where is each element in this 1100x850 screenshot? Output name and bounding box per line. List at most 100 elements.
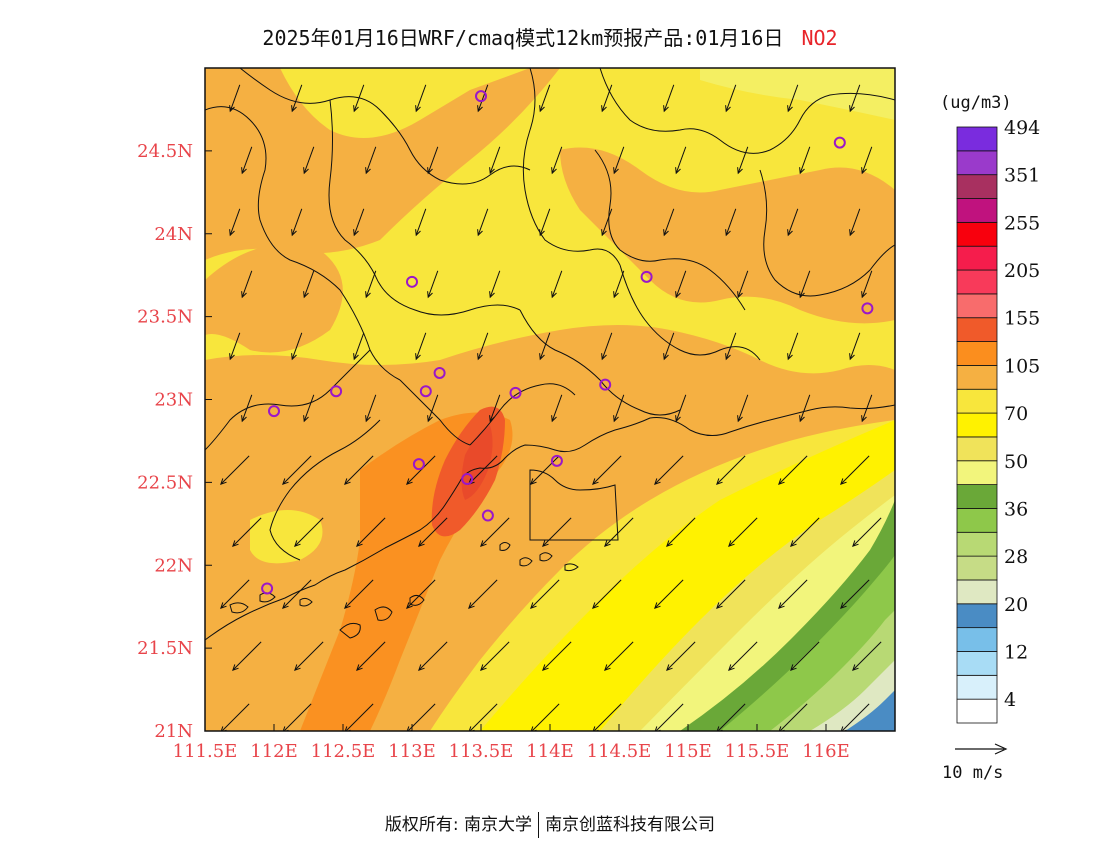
- wind-arrow-head: [861, 291, 867, 299]
- wind-arrow-head: [282, 478, 289, 485]
- wind-arrow-head: [787, 229, 793, 237]
- wind-arrow-head: [291, 105, 297, 113]
- wind-arrow-head: [539, 353, 545, 361]
- colorbar-label: 494: [1004, 117, 1040, 139]
- wind-arrow-head: [861, 167, 867, 175]
- y-tick-label: 23N: [154, 390, 193, 411]
- wind-arrow-head: [480, 540, 487, 547]
- wind-arrow: [737, 146, 749, 174]
- colorbar-swatch: [956, 293, 998, 319]
- wind-arrow-head: [737, 415, 743, 423]
- wind-arrow-head: [790, 540, 797, 547]
- wind-arrow-head: [220, 478, 227, 485]
- y-tick-label: 21.5N: [137, 638, 193, 659]
- wind-arrow-head: [716, 602, 723, 609]
- wind-arrow-head: [365, 415, 371, 423]
- wind-arrow-head: [663, 229, 669, 237]
- wind-arrow: [477, 84, 489, 112]
- wind-arrow: [778, 579, 808, 609]
- wind-arrow-head: [229, 229, 235, 237]
- wind-arrow: [480, 517, 510, 547]
- colorbar-swatch: [956, 651, 998, 676]
- wind-arrow-head: [353, 229, 359, 237]
- wind-arrow: [427, 270, 439, 298]
- wind-arrow: [790, 641, 820, 671]
- wind-arrow-head: [241, 167, 247, 175]
- wind-arrow: [229, 208, 241, 236]
- station-marker: [481, 509, 494, 522]
- wind-arrow: [675, 146, 687, 174]
- colorbar-swatch: [956, 388, 998, 414]
- wind-arrow-head: [303, 167, 309, 175]
- wind-arrow-head: [799, 415, 805, 423]
- colorbar: 4 12 20 28 36 50 70 105 155 205 255 351 494: [956, 117, 1040, 724]
- wind-arrow-head: [728, 540, 735, 547]
- station-marker: [268, 405, 280, 418]
- station-marker: [412, 458, 425, 471]
- wind-arrow: [849, 208, 861, 236]
- wind-arrow: [291, 84, 303, 112]
- colorbar-swatch: [956, 555, 998, 581]
- wind-arrow: [353, 208, 365, 236]
- wind-arrow: [799, 146, 811, 174]
- colorbar-swatch: [956, 412, 998, 438]
- wind-arrow-head: [220, 602, 227, 609]
- wind-arrow-head: [303, 415, 309, 423]
- wind-arrow-head: [778, 602, 785, 609]
- wind-arrow: [849, 332, 861, 360]
- wind-arrow: [787, 208, 799, 236]
- wind-arrow-head: [849, 105, 855, 113]
- wind-arrow-head: [241, 415, 247, 423]
- wind-arrow-head: [418, 540, 425, 547]
- wind-arrow-head: [530, 478, 537, 485]
- wind-arrow: [241, 146, 253, 174]
- wind-arrow-head: [291, 229, 297, 237]
- wind-arrow-head: [353, 353, 359, 361]
- wind-arrow: [469, 703, 498, 731]
- wind-arrow: [592, 455, 622, 485]
- wind-arrow-head: [849, 229, 855, 237]
- wind-arrow-head: [663, 105, 669, 113]
- wind-arrow: [601, 84, 613, 112]
- wind-arrow: [852, 517, 882, 547]
- wind-arrow: [592, 579, 622, 609]
- wind-arrow-head: [737, 291, 743, 299]
- wind-arrow-head: [790, 664, 797, 671]
- wind-arrow: [551, 146, 563, 174]
- wind-arrow-head: [604, 664, 611, 671]
- wind-arrow-head: [539, 229, 545, 237]
- x-tick-label: 114.5E: [587, 741, 652, 762]
- wind-arrow: [344, 579, 374, 609]
- colorbar-label: 4: [1004, 689, 1016, 711]
- wind-arrow-head: [675, 167, 681, 175]
- colorbar-swatch: [956, 674, 998, 700]
- wind-arrow-head: [654, 478, 661, 485]
- wind-arrow-head: [489, 291, 495, 299]
- wind-arrow-head: [356, 540, 363, 547]
- pollutant-label: NO2: [801, 26, 838, 50]
- colorbar-label: 205: [1004, 260, 1040, 282]
- wind-arrow-head: [542, 664, 549, 671]
- wind-arrow: [468, 579, 498, 609]
- wind-arrow-head: [725, 353, 731, 361]
- map-title: 2025年01月16日WRF/cmaq模式12km预报产品:01月16日 NO2: [0, 22, 1100, 51]
- wind-arrow-head: [427, 291, 433, 299]
- wind-arrow: [356, 517, 386, 547]
- wind-arrow-head: [601, 229, 607, 237]
- colorbar-label: 12: [1004, 641, 1028, 663]
- x-tick-label: 113E: [388, 741, 436, 762]
- wind-arrow: [542, 641, 572, 671]
- wind-arrow-head: [551, 415, 557, 423]
- wind-arrow: [531, 703, 560, 731]
- wind-arrow: [489, 394, 501, 422]
- wind-arrow: [418, 517, 448, 547]
- wind-arrow-head: [654, 602, 661, 609]
- wind-arrow: [840, 579, 870, 609]
- wind-arrow: [291, 208, 303, 236]
- wind-arrow: [356, 641, 386, 671]
- wind-arrow: [303, 394, 315, 422]
- wind-arrow-head: [477, 353, 483, 361]
- colorbar-label: 50: [1004, 451, 1028, 473]
- wind-arrow: [345, 703, 374, 731]
